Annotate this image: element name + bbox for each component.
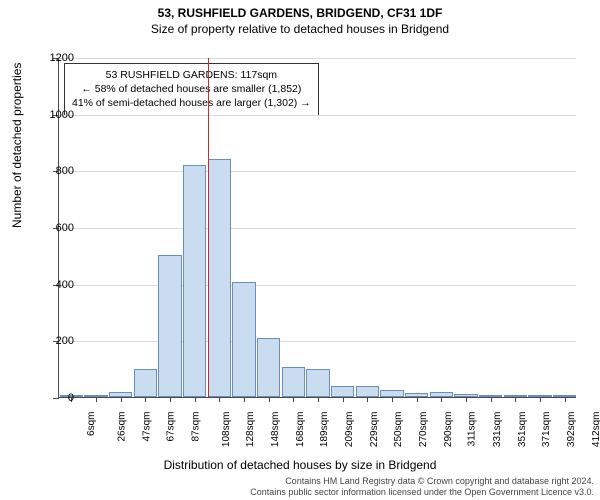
x-tick-label: 26sqm bbox=[117, 412, 128, 442]
x-tick bbox=[392, 397, 393, 402]
x-tick-label: 168sqm bbox=[295, 412, 306, 448]
x-tick-label: 128sqm bbox=[245, 412, 256, 448]
x-tick-label: 47sqm bbox=[141, 412, 152, 442]
gridline bbox=[59, 171, 576, 172]
gridline bbox=[59, 115, 576, 116]
x-tick bbox=[145, 397, 146, 402]
x-tick bbox=[96, 397, 97, 402]
x-tick bbox=[515, 397, 516, 402]
y-tick-label: 1200 bbox=[34, 52, 74, 64]
x-tick-label: 209sqm bbox=[344, 412, 355, 448]
x-tick bbox=[466, 397, 467, 402]
histogram-bar bbox=[356, 386, 379, 397]
x-tick-label: 331sqm bbox=[492, 412, 503, 448]
x-tick-label: 290sqm bbox=[443, 412, 454, 448]
x-tick-label: 371sqm bbox=[541, 412, 552, 448]
plot-area: 53 RUSHFIELD GARDENS: 117sqm ← 58% of de… bbox=[58, 58, 576, 398]
x-tick bbox=[195, 397, 196, 402]
x-tick-label: 351sqm bbox=[517, 412, 528, 448]
x-axis-label: Distribution of detached houses by size … bbox=[0, 458, 600, 472]
y-tick-label: 200 bbox=[34, 335, 74, 347]
annotation-box: 53 RUSHFIELD GARDENS: 117sqm ← 58% of de… bbox=[64, 63, 319, 116]
annotation-line: 41% of semi-detached houses are larger (… bbox=[72, 96, 311, 110]
chart-container: 53, RUSHFIELD GARDENS, BRIDGEND, CF31 1D… bbox=[0, 0, 600, 500]
y-tick-label: 0 bbox=[34, 392, 74, 404]
x-tick bbox=[269, 397, 270, 402]
x-tick-label: 311sqm bbox=[467, 412, 478, 447]
annotation-line: ← 58% of detached houses are smaller (1,… bbox=[72, 82, 311, 96]
histogram-bar bbox=[158, 255, 181, 397]
histogram-bar bbox=[183, 165, 206, 397]
footer-line: Contains public sector information licen… bbox=[250, 487, 594, 498]
x-tick bbox=[417, 397, 418, 402]
x-tick bbox=[170, 397, 171, 402]
x-tick-label: 189sqm bbox=[319, 412, 330, 448]
x-tick bbox=[491, 397, 492, 402]
x-tick bbox=[441, 397, 442, 402]
reference-line bbox=[208, 58, 209, 397]
x-tick-label: 6sqm bbox=[86, 412, 97, 436]
gridline bbox=[59, 285, 576, 286]
x-tick bbox=[293, 397, 294, 402]
x-tick-label: 148sqm bbox=[270, 412, 281, 448]
histogram-bar bbox=[331, 386, 354, 397]
y-tick-label: 600 bbox=[34, 222, 74, 234]
histogram-bar bbox=[306, 369, 329, 397]
histogram-bar bbox=[134, 369, 157, 397]
y-tick-label: 800 bbox=[34, 165, 74, 177]
y-tick-label: 1000 bbox=[34, 109, 74, 121]
footer-line: Contains HM Land Registry data © Crown c… bbox=[250, 476, 594, 487]
histogram-bar bbox=[232, 282, 255, 397]
x-tick-label: 392sqm bbox=[566, 412, 577, 448]
x-tick-label: 87sqm bbox=[191, 412, 202, 442]
footer-attribution: Contains HM Land Registry data © Crown c… bbox=[250, 476, 594, 499]
histogram-bar bbox=[257, 338, 280, 398]
x-tick bbox=[121, 397, 122, 402]
x-tick-label: 229sqm bbox=[369, 412, 380, 448]
y-axis-label: Number of detached properties bbox=[10, 63, 24, 228]
x-tick bbox=[343, 397, 344, 402]
histogram-bar bbox=[380, 390, 403, 397]
x-tick-label: 412sqm bbox=[591, 412, 600, 448]
x-tick-label: 108sqm bbox=[221, 412, 232, 448]
x-tick-label: 250sqm bbox=[393, 412, 404, 448]
histogram-bar bbox=[282, 367, 305, 397]
histogram-bar bbox=[208, 159, 231, 397]
x-tick bbox=[244, 397, 245, 402]
annotation-line: 53 RUSHFIELD GARDENS: 117sqm bbox=[72, 68, 311, 82]
chart-title: 53, RUSHFIELD GARDENS, BRIDGEND, CF31 1D… bbox=[0, 0, 600, 20]
x-tick-label: 270sqm bbox=[418, 412, 429, 448]
x-tick bbox=[219, 397, 220, 402]
gridline bbox=[59, 341, 576, 342]
y-tick-label: 400 bbox=[34, 279, 74, 291]
x-tick bbox=[565, 397, 566, 402]
x-tick bbox=[540, 397, 541, 402]
x-tick-label: 67sqm bbox=[166, 412, 177, 442]
gridline bbox=[59, 228, 576, 229]
gridline bbox=[59, 58, 576, 59]
x-tick bbox=[367, 397, 368, 402]
chart-subtitle: Size of property relative to detached ho… bbox=[0, 20, 600, 36]
x-tick bbox=[318, 397, 319, 402]
